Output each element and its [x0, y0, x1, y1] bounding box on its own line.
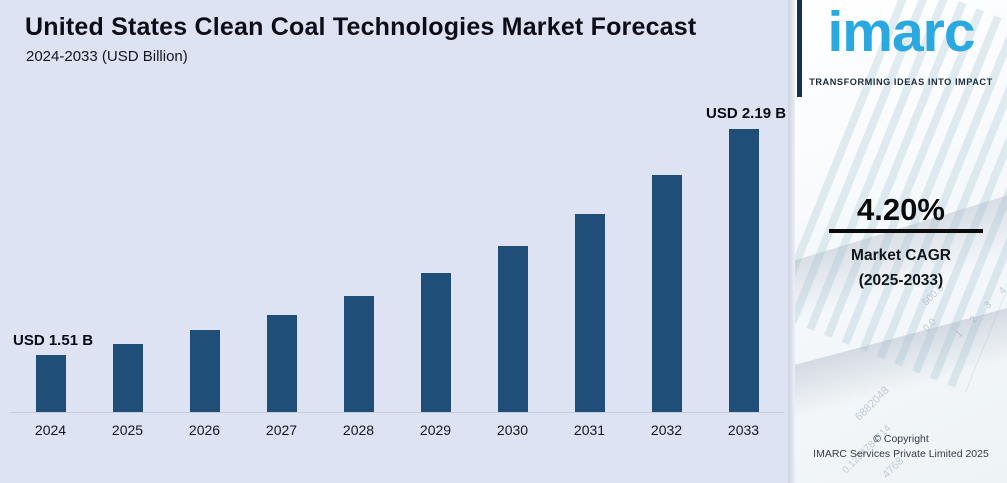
- navy-accent-bar: [797, 0, 802, 97]
- x-axis-label: 2026: [188, 422, 221, 438]
- bar: [420, 273, 451, 413]
- copyright-line2: IMARC Services Private Limited 2025: [813, 447, 989, 460]
- watermark-number: 6882048: [853, 384, 892, 424]
- x-axis-label: 2024: [34, 422, 67, 438]
- x-axis-label: 2029: [419, 422, 452, 438]
- last-bar-value-label: USD 2.19 B: [706, 105, 787, 122]
- x-axis-label: 2032: [650, 422, 683, 438]
- cagr-label-line2: (2025-2033): [858, 271, 944, 289]
- x-axis-label: 2025: [111, 422, 144, 438]
- bar-column: 2029: [397, 123, 474, 438]
- first-bar-value-label: USD 1.51 B: [13, 332, 94, 349]
- bar: [574, 214, 605, 413]
- cagr-underline: [829, 229, 983, 233]
- bar: [266, 315, 297, 413]
- section-divider: [788, 0, 795, 483]
- chart-subtitle: 2024-2033 (USD Billion): [26, 48, 188, 65]
- x-axis-line: [10, 412, 784, 413]
- chart-title: United States Clean Coal Technologies Ma…: [25, 13, 697, 41]
- cagr-label: Market CAGR (2025-2033): [795, 244, 1007, 294]
- copyright: © Copyright IMARC Services Private Limit…: [795, 432, 1007, 461]
- bar-column: 2027: [243, 123, 320, 438]
- bar-column: 2025: [89, 123, 166, 438]
- x-axis-label: 2031: [573, 422, 606, 438]
- x-axis-label: 2027: [265, 422, 298, 438]
- x-axis-label: 2033: [727, 422, 760, 438]
- bar-column: 2031: [551, 123, 628, 438]
- bar-chart: 2024 2025 2026 2027 2028 2029 2030: [12, 123, 782, 438]
- branding-panel: 500.0 0.0 1 2 3 4 6882048 0.1234784714 4…: [795, 0, 1007, 483]
- x-axis-label: 2030: [496, 422, 529, 438]
- bar: [189, 330, 220, 413]
- chart-section: United States Clean Coal Technologies Ma…: [10, 13, 787, 438]
- imarc-logo: imarc: [827, 0, 975, 64]
- bar: [112, 344, 143, 413]
- x-axis-label: 2028: [342, 422, 375, 438]
- bar: [343, 296, 374, 413]
- cagr-value: 4.20%: [857, 192, 945, 227]
- bar-column: 2028: [320, 123, 397, 438]
- bar-column: 2033: [705, 123, 782, 438]
- bar: [35, 355, 66, 413]
- bar-column: 2024: [12, 123, 89, 438]
- copyright-line1: © Copyright: [873, 433, 929, 445]
- bar-column: 2026: [166, 123, 243, 438]
- cagr-label-line1: Market CAGR: [851, 247, 951, 264]
- bar: [497, 246, 528, 413]
- bar-column: 2032: [628, 123, 705, 438]
- logo-tagline: TRANSFORMING IDEAS INTO IMPACT: [809, 77, 993, 87]
- bar: [651, 175, 682, 413]
- bar-column: 2030: [474, 123, 551, 438]
- bar: [728, 129, 759, 413]
